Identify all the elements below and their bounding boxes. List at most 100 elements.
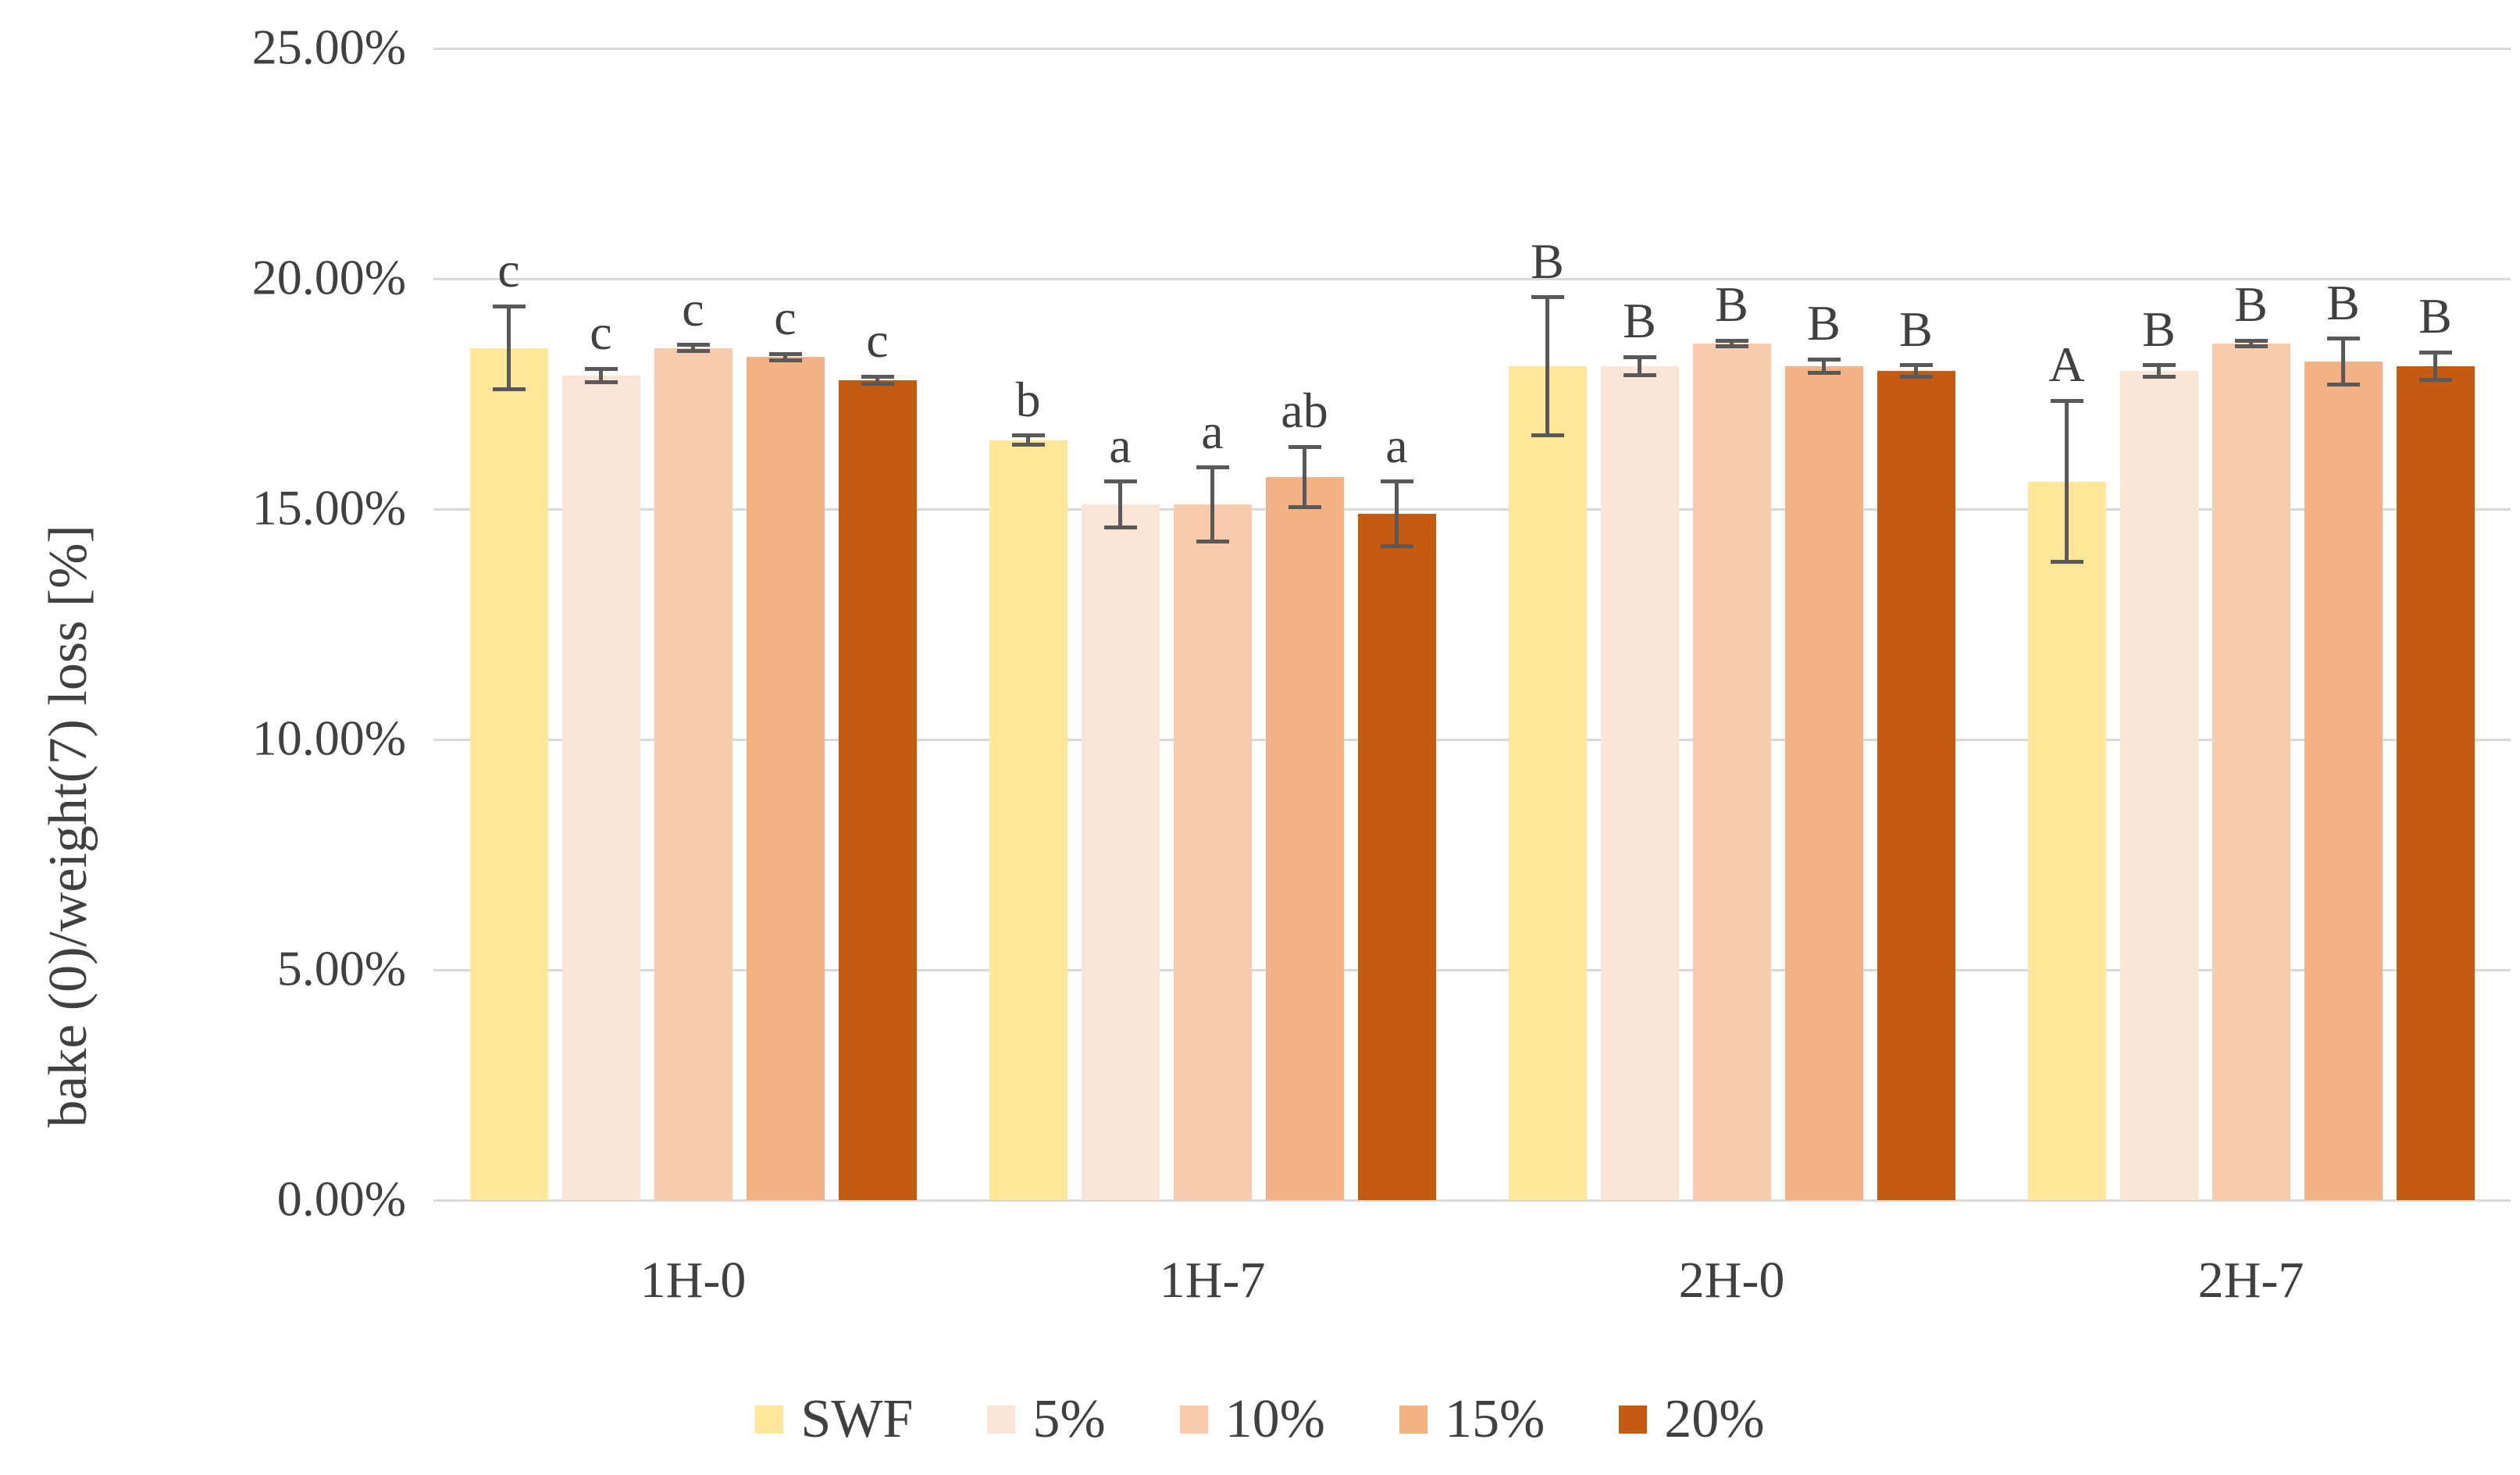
- legend-label: 15%: [1444, 1389, 1545, 1449]
- significance-label: c: [497, 242, 520, 298]
- significance-label: B: [1899, 301, 1933, 357]
- error-bar-cap: [2234, 338, 2268, 343]
- bar: [561, 375, 640, 1200]
- error-bar-cap: [1807, 357, 1841, 362]
- error-bar-cap: [1623, 354, 1656, 359]
- error-bar: [507, 306, 511, 390]
- error-bar-cap: [1011, 442, 1045, 447]
- bar: [989, 440, 1068, 1200]
- bar: [654, 347, 732, 1200]
- error-bar-cap: [492, 387, 526, 392]
- x-category-label: 2H-7: [2197, 1252, 2304, 1309]
- error-bar-cap: [1715, 344, 1748, 348]
- significance-label: B: [2418, 288, 2452, 344]
- y-tick-label: 0.00%: [276, 1170, 406, 1227]
- significance-label: ab: [1281, 383, 1328, 439]
- significance-label: a: [1385, 417, 1408, 473]
- error-bar: [783, 354, 787, 361]
- error-bar-cap: [1623, 373, 1656, 378]
- error-bar-cap: [676, 348, 710, 353]
- significance-label: B: [1807, 295, 1841, 351]
- bar: [1081, 504, 1160, 1200]
- bar: [2212, 343, 2290, 1200]
- bar: [1357, 513, 1436, 1200]
- bar: [1692, 343, 1771, 1200]
- bar: [838, 379, 917, 1200]
- error-bar-cap: [492, 304, 526, 308]
- error-bar-cap: [2234, 344, 2268, 348]
- error-bar: [1545, 297, 1549, 436]
- error-bar-cap: [2050, 398, 2083, 403]
- gridline: [433, 968, 2511, 971]
- bar: [469, 347, 548, 1200]
- error-bar: [599, 369, 603, 383]
- error-bar: [691, 344, 695, 351]
- error-bar-cap: [1011, 433, 1045, 438]
- error-bar: [1822, 359, 1826, 373]
- error-bar-cap: [1899, 363, 1933, 368]
- error-bar: [875, 376, 879, 384]
- y-tick-label: 20.00%: [251, 249, 406, 305]
- error-bar-cap: [1807, 371, 1841, 376]
- error-bar-cap: [1531, 433, 1564, 438]
- error-bar: [1914, 365, 1918, 377]
- significance-label: B: [1623, 293, 1656, 349]
- legend-item-5%: 5%: [987, 1388, 1106, 1451]
- error-bar: [1638, 357, 1641, 376]
- error-bar: [1395, 481, 1399, 547]
- error-bar-cap: [2142, 374, 2176, 379]
- error-bar-cap: [1380, 479, 1413, 484]
- bar: [1173, 504, 1252, 1200]
- gridline: [433, 738, 2511, 741]
- error-bar-cap: [2142, 363, 2176, 368]
- legend-swatch: [987, 1406, 1016, 1434]
- error-bar-cap: [1288, 504, 1321, 509]
- error-bar: [2065, 401, 2069, 562]
- legend-label: 5%: [1032, 1389, 1106, 1449]
- error-bar-cap: [1103, 479, 1137, 484]
- error-bar: [1118, 481, 1122, 528]
- bar: [2027, 481, 2106, 1200]
- significance-label: B: [1531, 233, 1564, 289]
- legend-swatch: [1399, 1406, 1428, 1434]
- significance-label: B: [2142, 301, 2176, 357]
- bar: [2119, 371, 2198, 1200]
- significance-label: b: [1015, 371, 1041, 427]
- error-bar-cap: [2050, 560, 2083, 565]
- y-tick-label: 5.00%: [276, 940, 406, 996]
- error-bar-cap: [2418, 350, 2452, 354]
- gridline: [433, 277, 2511, 280]
- significance-label: B: [2326, 274, 2360, 330]
- legend-item-10%: 10%: [1179, 1388, 1325, 1451]
- bar: [746, 357, 825, 1200]
- error-bar-cap: [1196, 539, 1229, 543]
- legend-label: SWF: [800, 1389, 914, 1449]
- significance-label: c: [682, 280, 704, 337]
- bar: [1877, 371, 1955, 1200]
- significance-label: A: [2048, 337, 2085, 393]
- legend-swatch: [1179, 1406, 1208, 1434]
- legend-swatch: [755, 1406, 784, 1434]
- error-bar-cap: [584, 380, 618, 385]
- significance-label: B: [2234, 276, 2268, 333]
- bar: [1265, 476, 1344, 1200]
- bar: [1784, 366, 1863, 1200]
- gridline: [433, 1199, 2511, 1202]
- error-bar: [2341, 338, 2345, 385]
- error-bar-cap: [1288, 444, 1321, 449]
- y-tick-label: 15.00%: [251, 479, 406, 536]
- significance-label: B: [1715, 276, 1748, 333]
- error-bar-cap: [1531, 295, 1564, 300]
- x-category-label: 1H-0: [640, 1252, 747, 1309]
- error-bar-cap: [584, 366, 618, 371]
- bar: [2304, 362, 2383, 1200]
- legend-label: 20%: [1664, 1389, 1765, 1449]
- error-bar-cap: [768, 358, 802, 362]
- legend-item-SWF: SWF: [755, 1388, 913, 1451]
- error-bar-cap: [861, 374, 894, 379]
- significance-label: c: [774, 290, 797, 346]
- error-bar-cap: [676, 343, 710, 347]
- legend-item-20%: 20%: [1619, 1388, 1765, 1451]
- bar: [2396, 366, 2475, 1200]
